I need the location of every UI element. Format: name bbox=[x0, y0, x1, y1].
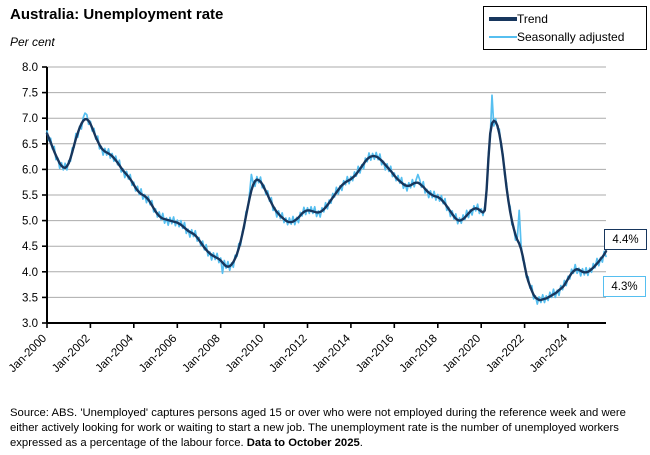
y-tick-label: 6.0 bbox=[22, 164, 38, 176]
y-tick-label: 3.5 bbox=[22, 292, 38, 304]
x-tick-label: Jan-2008 bbox=[180, 333, 222, 375]
legend-label-trend: Trend bbox=[517, 12, 548, 27]
x-tick-label: Jan-2020 bbox=[441, 333, 483, 375]
legend-label-seasonally-adjusted: Seasonally adjusted bbox=[517, 29, 625, 44]
source-note: Source: ABS. 'Unemployed' captures perso… bbox=[10, 406, 644, 451]
x-tick-label: Jan-2024 bbox=[528, 332, 571, 375]
x-tick-label: Jan-2006 bbox=[137, 333, 179, 375]
seasonally-adjusted-line-swatch bbox=[489, 35, 517, 38]
seasonally-adjusted-line bbox=[46, 94, 607, 305]
x-tick-label: Jan-2022 bbox=[484, 333, 526, 375]
x-tick-label: Jan-2014 bbox=[311, 332, 354, 375]
x-tick-label: Jan-2016 bbox=[354, 333, 396, 375]
trend-end-value-label: 4.4% bbox=[604, 229, 647, 250]
y-tick-label: 4.5 bbox=[22, 241, 38, 253]
y-tick-label: 6.5 bbox=[22, 139, 38, 151]
x-tick-label: Jan-2010 bbox=[224, 333, 266, 375]
x-tick-label: Jan-2012 bbox=[267, 333, 309, 375]
source-note-text: Source: ABS. 'Unemployed' captures perso… bbox=[10, 407, 626, 450]
y-tick-label: 3.0 bbox=[22, 318, 38, 330]
y-tick-label: 7.5 bbox=[22, 88, 38, 100]
y-tick-label: 5.0 bbox=[22, 216, 38, 228]
seasonally-adjusted-end-value-label: 4.3% bbox=[603, 276, 646, 297]
x-tick-label: Jan-2002 bbox=[50, 333, 92, 375]
data-to-date: Data to October 2025 bbox=[246, 437, 360, 450]
y-tick-label: 8.0 bbox=[22, 62, 38, 74]
plot-area: 8.0 7.5 7.0 6.5 6.0 5.5 5.0 4.5 4.0 3.5 3.0 Jan-200… bbox=[7, 62, 608, 375]
chart-title: Australia: Unemployment rate bbox=[10, 6, 224, 23]
y-tick-label: 5.5 bbox=[22, 190, 38, 202]
trend-line-swatch bbox=[489, 17, 517, 22]
legend-item-trend: Trend bbox=[489, 12, 641, 26]
x-tick-label: Jan-2004 bbox=[94, 332, 137, 375]
legend-item-seasonally-adjusted: Seasonally adjusted bbox=[489, 30, 641, 44]
y-tick-label: 7.0 bbox=[22, 113, 38, 125]
y-axis-unit-label: Per cent bbox=[10, 35, 55, 49]
source-note-period: . bbox=[359, 437, 363, 450]
x-tick-label: Jan-2000 bbox=[7, 333, 49, 375]
legend: Trend Seasonally adjusted bbox=[483, 6, 647, 50]
x-tick-label: Jan-2018 bbox=[398, 333, 440, 375]
y-tick-label: 4.0 bbox=[22, 267, 38, 279]
trend-line bbox=[45, 118, 608, 302]
